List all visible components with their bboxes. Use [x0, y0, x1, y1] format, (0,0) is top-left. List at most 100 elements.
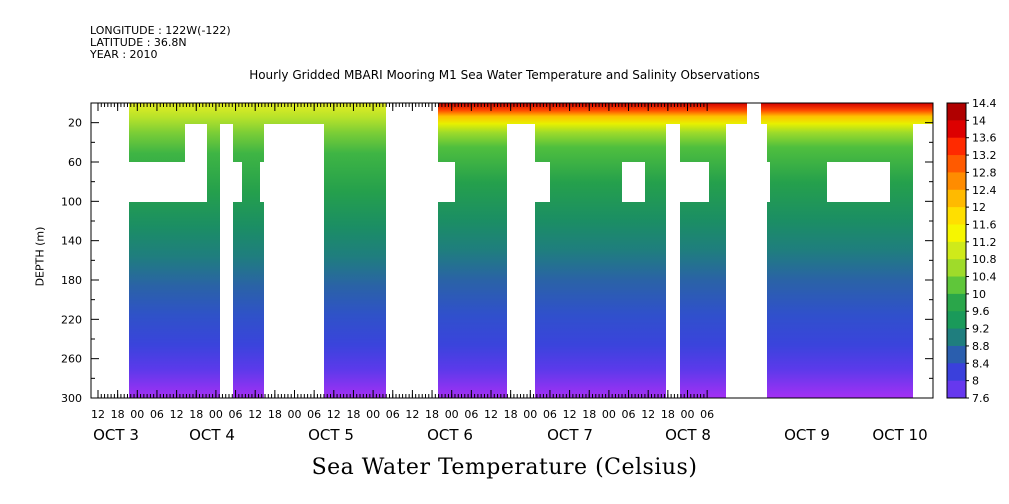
- colorbar-frame: [946, 102, 967, 399]
- x-hour-label: 06: [150, 408, 164, 421]
- y-tick-label: 60: [68, 156, 82, 169]
- x-day-label: OCT 3: [93, 426, 139, 444]
- y-tick-label: 260: [61, 353, 82, 366]
- colorbar-label: 14.4: [972, 97, 997, 110]
- x-day-label: OCT 4: [189, 426, 235, 444]
- colorbar-swatch: [947, 345, 966, 364]
- colorbar-label: 13.6: [972, 132, 997, 145]
- colorbar-label: 8: [972, 375, 979, 388]
- missing-data-block: [827, 162, 890, 202]
- x-hour-label: 06: [307, 408, 321, 421]
- colorbar-label: 14: [972, 114, 986, 127]
- x-hour-label: 12: [170, 408, 184, 421]
- x-hour-label: 12: [327, 408, 341, 421]
- colorbar-label: 12.8: [972, 166, 997, 179]
- colorbar-swatch: [947, 224, 966, 243]
- axes: 20 60 100 140 180 220 260 300 12 18 00 06 12 18 00 06 12…: [61, 102, 934, 444]
- y-tick-label: 140: [61, 235, 82, 248]
- colorbar-swatch: [947, 241, 966, 260]
- missing-data-block: [260, 162, 264, 202]
- x-day-label: OCT 9: [784, 426, 830, 444]
- x-hour-label: 06: [700, 408, 714, 421]
- missing-data-block: [726, 124, 767, 398]
- colorbar-swatch: [947, 363, 966, 382]
- colorbar-swatch: [947, 103, 966, 121]
- x-day-label: OCT 6: [427, 426, 473, 444]
- x-hour-label: 00: [602, 408, 616, 421]
- colorbar-swatch: [947, 137, 966, 156]
- x-hour-label: 06: [464, 408, 478, 421]
- temperature-fill: [129, 103, 933, 398]
- x-hour-label: 00: [209, 408, 223, 421]
- colorbar-swatch: [947, 380, 966, 399]
- x-hour-label: 18: [111, 408, 125, 421]
- colorbar-swatch: [947, 259, 966, 278]
- missing-data-block: [91, 103, 129, 398]
- x-hour-label: 06: [543, 408, 557, 421]
- missing-data-gaps: [91, 103, 933, 398]
- temperature-field-oct3-oct5: [129, 103, 395, 398]
- x-hour-label: 18: [268, 408, 282, 421]
- variable-label: Sea Water Temperature (Celsius): [311, 455, 698, 480]
- x-hour-label: 00: [288, 408, 302, 421]
- y-tick-label: 180: [61, 274, 82, 287]
- colorbar-label: 9.6: [972, 305, 990, 318]
- missing-data-block: [535, 162, 550, 202]
- x-hour-label: 06: [622, 408, 636, 421]
- colorbar-label: 10: [972, 288, 986, 301]
- plot-frame: [90, 102, 934, 399]
- x-hour-label: 00: [681, 408, 695, 421]
- x-hour-label: 00: [445, 408, 459, 421]
- x-hour-label: 12: [405, 408, 419, 421]
- missing-data-block: [767, 162, 770, 202]
- colorbar-label: 13.2: [972, 149, 997, 162]
- x-hour-label: 06: [386, 408, 400, 421]
- missing-data-block: [220, 124, 233, 398]
- x-hour-label: 00: [366, 408, 380, 421]
- x-day-label: OCT 5: [308, 426, 354, 444]
- chart-title: Hourly Gridded MBARI Mooring M1 Sea Wate…: [249, 68, 760, 82]
- x-day-label: OCT 8: [665, 426, 711, 444]
- missing-data-block: [283, 124, 305, 162]
- x-hour-label: 18: [504, 408, 518, 421]
- missing-data-block: [233, 162, 242, 202]
- x-hour-label: 12: [91, 408, 105, 421]
- x-hour-label: 12: [484, 408, 498, 421]
- colorbar-label: 8.8: [972, 340, 990, 353]
- colorbar: 14.4 14 13.6 13.2 12.8 12.4 12 11.6 11.2 10.8 10.4…: [946, 97, 997, 405]
- missing-data-block: [747, 103, 761, 124]
- x-hour-label: 06: [229, 408, 243, 421]
- missing-data-block: [680, 162, 709, 202]
- colorbar-label: 10.4: [972, 271, 997, 284]
- colorbar-label: 11.6: [972, 218, 997, 231]
- missing-data-block: [913, 124, 933, 398]
- colorbar-swatch: [947, 207, 966, 225]
- missing-data-block: [622, 162, 645, 202]
- colorbar-swatch: [947, 155, 966, 173]
- x-hour-label: 12: [641, 408, 655, 421]
- missing-data-block: [395, 103, 409, 123]
- colorbar-label: 12: [972, 201, 986, 214]
- missing-data-block: [507, 124, 535, 398]
- colorbar-swatch: [947, 293, 966, 312]
- x-day-label: OCT 7: [547, 426, 593, 444]
- x-hour-label: 18: [582, 408, 596, 421]
- colorbar-swatch: [947, 311, 966, 330]
- x-hour-label: 18: [189, 408, 203, 421]
- y-tick-label: 220: [61, 313, 82, 326]
- missing-data-block: [666, 124, 680, 398]
- missing-data-block: [386, 103, 438, 398]
- colorbar-swatch: [947, 172, 966, 191]
- missing-data-block: [264, 124, 324, 398]
- colorbar-swatch: [947, 328, 966, 347]
- latitude-label: LATITUDE : 36.8N: [90, 36, 187, 49]
- colorbar-label: 10.8: [972, 253, 997, 266]
- x-hour-label: 12: [248, 408, 262, 421]
- y-tick-label: 100: [61, 195, 82, 208]
- colorbar-swatch: [947, 189, 966, 208]
- x-hour-label: 00: [523, 408, 537, 421]
- temperature-field-oct6-oct10: [395, 103, 933, 398]
- colorbar-swatch: [947, 276, 966, 295]
- x-day-label: OCT 10: [872, 426, 927, 444]
